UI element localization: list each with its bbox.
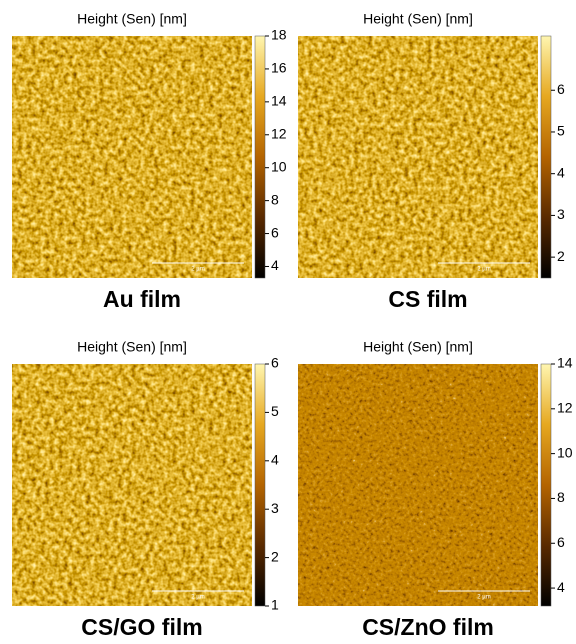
colorbar-tick-label: 16 <box>271 60 287 76</box>
panel-caption: CS/GO film <box>81 614 202 640</box>
colorbar-tick-label: 8 <box>557 489 565 505</box>
colorbar-tick-label: 4 <box>271 452 279 468</box>
afm-image <box>298 36 538 278</box>
scale-bar-label: 2 µm <box>477 267 490 273</box>
colorbar-tick-label: 5 <box>557 123 565 139</box>
colorbar-tick-label: 8 <box>271 191 279 207</box>
afm-image <box>298 364 538 606</box>
colorbar <box>541 364 551 606</box>
colorbar-tick-label: 10 <box>557 444 573 460</box>
scale-bar-label: 2 µm <box>191 595 204 601</box>
colorbar-tick-label: 4 <box>271 257 279 273</box>
figure: Height (Sen) [nm]2 µm4681012141618Au fil… <box>0 0 576 644</box>
afm-image <box>12 364 252 606</box>
colorbar-tick-label: 2 <box>271 548 279 564</box>
colorbar-tick-label: 14 <box>557 355 573 371</box>
colorbar-tick-label: 6 <box>557 534 565 550</box>
colorbar-tick-label: 1 <box>271 597 279 613</box>
colorbar-tick-label: 6 <box>557 81 565 97</box>
colorbar-tick-label: 5 <box>271 403 279 419</box>
panel-caption: CS film <box>388 286 467 312</box>
colorbar <box>255 36 265 278</box>
panel-title: Height (Sen) [nm] <box>77 339 187 355</box>
colorbar-tick-label: 18 <box>271 27 287 43</box>
panel-title: Height (Sen) [nm] <box>363 11 473 27</box>
colorbar-tick-label: 14 <box>271 93 287 109</box>
colorbar-tick-label: 10 <box>271 158 287 174</box>
colorbar-tick-label: 3 <box>271 500 279 516</box>
panel-title: Height (Sen) [nm] <box>77 11 187 27</box>
colorbar <box>541 36 551 278</box>
colorbar-tick-label: 12 <box>557 400 573 416</box>
panel-title: Height (Sen) [nm] <box>363 339 473 355</box>
scale-bar-label: 2 µm <box>191 267 204 273</box>
scale-bar-label: 2 µm <box>477 595 490 601</box>
colorbar-tick-label: 4 <box>557 579 565 595</box>
afm-image <box>12 36 252 278</box>
colorbar-tick-label: 6 <box>271 355 279 371</box>
colorbar-tick-label: 3 <box>557 206 565 222</box>
panel-caption: Au film <box>103 286 181 312</box>
colorbar-tick-label: 4 <box>557 164 565 180</box>
colorbar-tick-label: 12 <box>271 125 287 141</box>
colorbar <box>255 364 265 606</box>
colorbar-tick-label: 6 <box>271 224 279 240</box>
colorbar-tick-label: 2 <box>557 248 565 264</box>
panel-caption: CS/ZnO film <box>362 614 494 640</box>
